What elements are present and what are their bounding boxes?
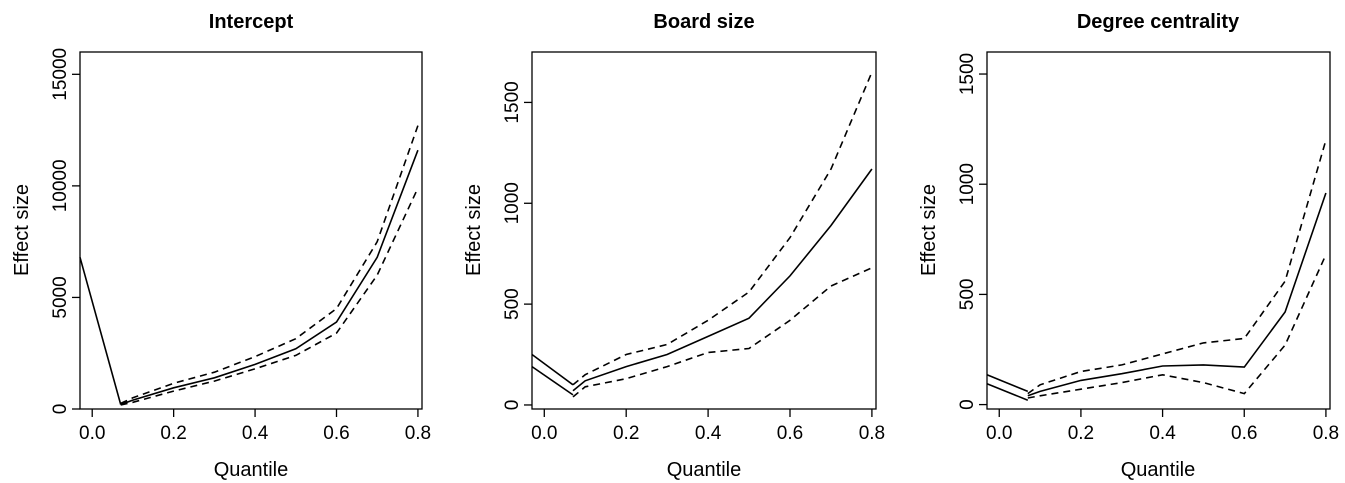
dashed-series-line: [120, 125, 419, 405]
y-axis-label: Effect size: [11, 184, 33, 276]
x-tick-label: 0.6: [1231, 423, 1257, 444]
y-tick-label: 0: [50, 404, 71, 415]
y-tick-label: 5000: [50, 276, 71, 318]
x-tick-label: 0.4: [242, 423, 269, 444]
plot-frame: [986, 51, 1331, 410]
y-tick-label: 1500: [957, 53, 978, 95]
dashed-series-line: [572, 71, 873, 386]
x-tick-label: 0.8: [1313, 423, 1339, 444]
x-tick-label: 0.4: [695, 423, 722, 444]
panel-intercept: Intercept Quantile Effect size 0.0 0.2 0.4…: [11, 11, 431, 481]
panel-degree-centrality: Degree centrality Quantile Effect size 0…: [918, 11, 1339, 481]
y-tick-label: 10000: [50, 159, 71, 212]
plot-frame: [531, 51, 877, 410]
x-tick-label: 0.0: [986, 423, 1012, 444]
y-tick-label: 500: [957, 279, 978, 311]
x-tick-label: 0.2: [1068, 423, 1094, 444]
x-axis-label: Quantile: [667, 459, 742, 481]
dashed-series-line: [1027, 139, 1327, 395]
x-axis-label: Quantile: [214, 459, 289, 481]
solid-series-line: [120, 149, 419, 406]
x-tick-label: 0.6: [323, 423, 349, 444]
solid-series-line: [986, 374, 1029, 393]
x-tick-label: 0.0: [79, 423, 105, 444]
x-tick-label: 0.0: [531, 423, 557, 444]
solid-series-line: [79, 257, 122, 405]
y-axis-label: Effect size: [463, 184, 485, 276]
y-tick-label: 0: [957, 399, 978, 410]
y-tick-label: 1500: [502, 81, 523, 123]
x-axis-label: Quantile: [1121, 459, 1196, 481]
dashed-series-line: [572, 267, 873, 398]
solid-series-line: [1027, 192, 1327, 397]
dashed-series-line: [1027, 254, 1327, 399]
panel-title: Degree centrality: [1077, 11, 1240, 33]
plot-frame: [79, 51, 423, 410]
y-tick-label: 15000: [50, 48, 71, 101]
solid-series-line: [572, 168, 873, 392]
x-tick-label: 0.4: [1149, 423, 1176, 444]
x-tick-label: 0.2: [613, 423, 639, 444]
y-axis-label: Effect size: [918, 184, 940, 276]
solid-series-line: [986, 382, 1029, 401]
dashed-series-line: [120, 187, 419, 406]
y-tick-label: 1000: [957, 163, 978, 205]
solid-series-line: [531, 353, 574, 386]
y-tick-label: 0: [502, 400, 523, 411]
panel-title: Board size: [653, 11, 754, 33]
x-tick-label: 0.8: [859, 423, 885, 444]
x-tick-label: 0.6: [777, 423, 803, 444]
y-tick-label: 500: [502, 288, 523, 320]
solid-series-line: [531, 365, 574, 396]
x-tick-label: 0.8: [405, 423, 431, 444]
y-tick-label: 1000: [502, 182, 523, 224]
panel-board-size: Board size Quantile Effect size 0.0 0.2 0.…: [463, 11, 885, 481]
x-tick-label: 0.2: [160, 423, 186, 444]
panel-title: Intercept: [209, 11, 294, 33]
